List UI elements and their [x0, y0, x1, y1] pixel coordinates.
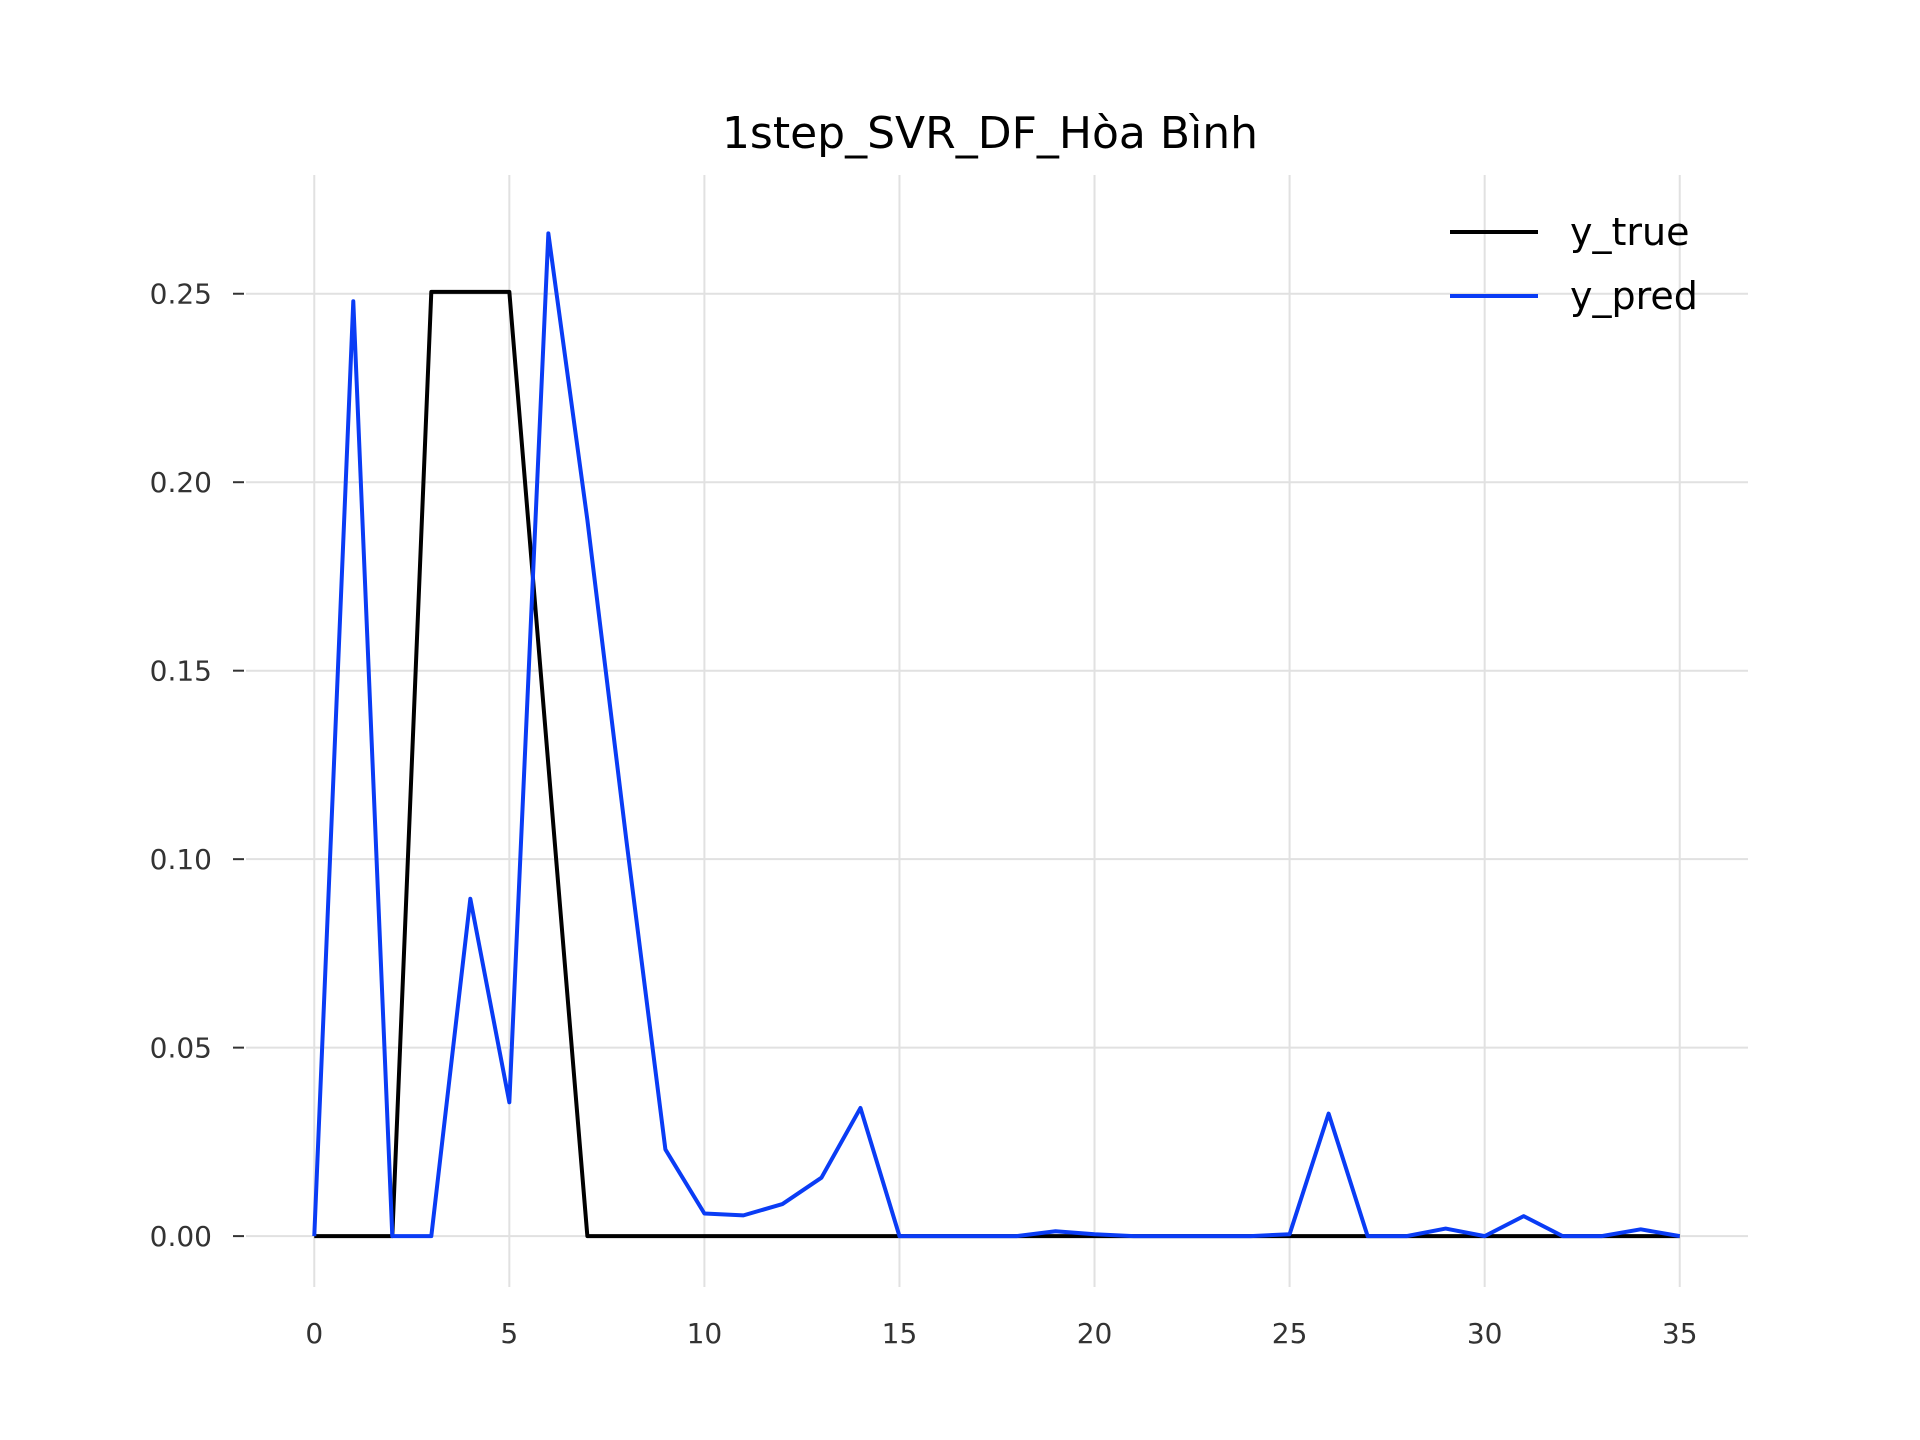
series-line-y-pred	[312, 231, 1681, 1239]
x-tick-label: 0	[305, 1317, 323, 1350]
x-tick-label: 25	[1272, 1317, 1308, 1350]
grid	[246, 175, 1748, 1287]
y-tick-label: 0.00	[150, 1220, 212, 1253]
x-tick-label: 5	[500, 1317, 518, 1350]
y-tick-label: 0.05	[150, 1032, 212, 1065]
x-tick-label: 20	[1077, 1317, 1113, 1350]
legend: y_true y_pred	[1450, 210, 1698, 318]
x-tick-label: 35	[1662, 1317, 1698, 1350]
legend-label-y-pred: y_pred	[1570, 274, 1698, 318]
series-lines	[312, 231, 1681, 1239]
x-tick-label: 30	[1467, 1317, 1503, 1350]
legend-label-y-true: y_true	[1570, 210, 1689, 254]
x-tick-label: 15	[882, 1317, 918, 1350]
y-tick-label: 0.20	[150, 466, 212, 499]
chart-title: 1step_SVR_DF_Hòa Bình	[722, 108, 1258, 159]
series-line-y-true	[314, 289, 1680, 1239]
y-tick-label: 0.25	[150, 278, 212, 311]
x-tick-label: 10	[687, 1317, 723, 1350]
y-tick-label: 0.15	[150, 655, 212, 688]
y-tick-label: 0.10	[150, 843, 212, 876]
axes: 0 5 10 15 20 25 30 35 0.00 0.05 0.10 0.15 0.20 0.25	[150, 278, 1698, 1350]
